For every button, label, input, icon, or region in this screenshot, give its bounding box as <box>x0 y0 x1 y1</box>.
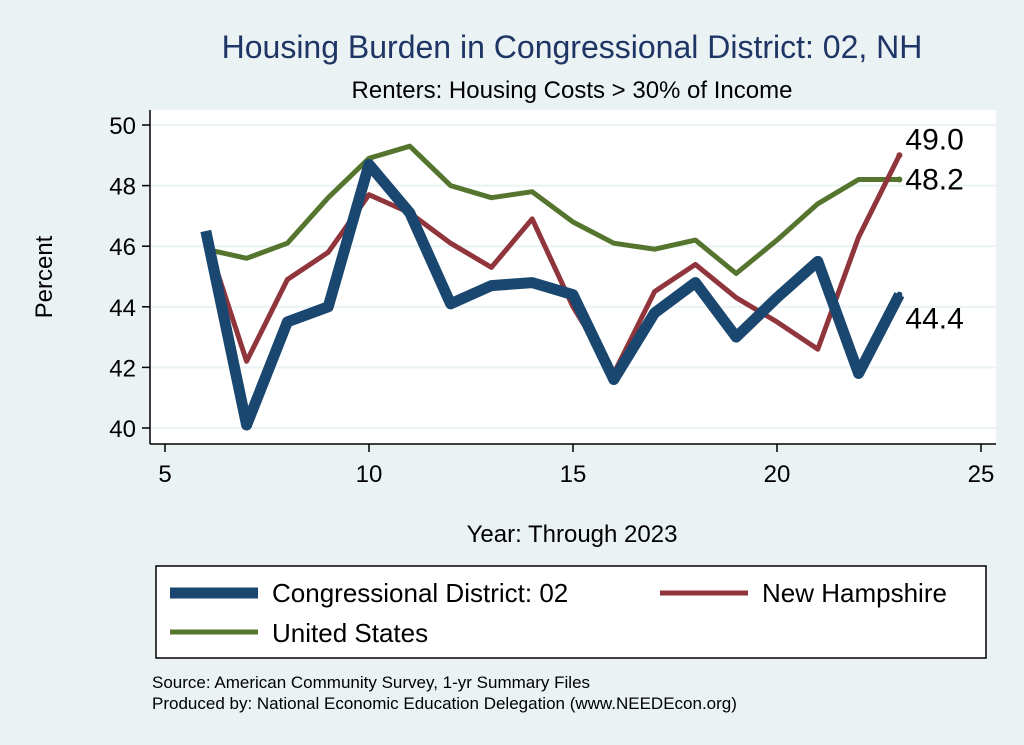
legend: Congressional District: 02 New Hampshire… <box>155 565 987 659</box>
x-tick-label: 5 <box>158 461 171 488</box>
plot-area <box>150 110 996 444</box>
legend-label-district: Congressional District: 02 <box>272 578 568 608</box>
x-tick-label: 25 <box>968 461 995 488</box>
y-tick-label: 48 <box>109 174 136 201</box>
legend-box <box>155 565 987 659</box>
x-tick-label: 15 <box>560 461 587 488</box>
series-line-united-states <box>205 143 900 276</box>
x-axis-title: Year: Through 2023 <box>467 521 678 548</box>
end-labels: 44.4 49.0 48.2 <box>905 123 963 335</box>
producer-note: Produced by: National Economic Education… <box>152 694 737 713</box>
chart-subtitle: Renters: Housing Costs > 30% of Income <box>352 77 793 104</box>
series-end-point-united-states <box>896 176 903 183</box>
end-label-new-hampshire: 49.0 <box>905 123 963 156</box>
y-axis-title: Percent <box>31 235 58 318</box>
legend-label-united-states: United States <box>272 618 428 648</box>
axes: 40 42 44 46 48 50 5 10 15 20 25 <box>109 110 996 488</box>
y-tick-label: 44 <box>109 295 136 322</box>
source-note: Source: American Community Survey, 1-yr … <box>152 673 590 692</box>
y-tick-label: 50 <box>109 113 136 140</box>
series-end-point-district <box>896 291 903 298</box>
y-tick-label: 40 <box>109 416 136 443</box>
series-line-district <box>200 158 905 431</box>
series-end-point-new-hampshire <box>896 152 903 159</box>
chart-title: Housing Burden in Congressional District… <box>222 29 923 65</box>
series-line-new-hampshire <box>203 154 902 376</box>
series-lines <box>200 143 905 431</box>
y-tick-label: 42 <box>109 355 136 382</box>
y-tick-label: 46 <box>109 234 136 261</box>
legend-label-new-hampshire: New Hampshire <box>762 578 947 608</box>
x-tick-label: 20 <box>764 461 791 488</box>
x-tick-label: 10 <box>356 461 383 488</box>
end-label-united-states: 48.2 <box>905 164 963 197</box>
end-label-district: 44.4 <box>905 303 963 336</box>
